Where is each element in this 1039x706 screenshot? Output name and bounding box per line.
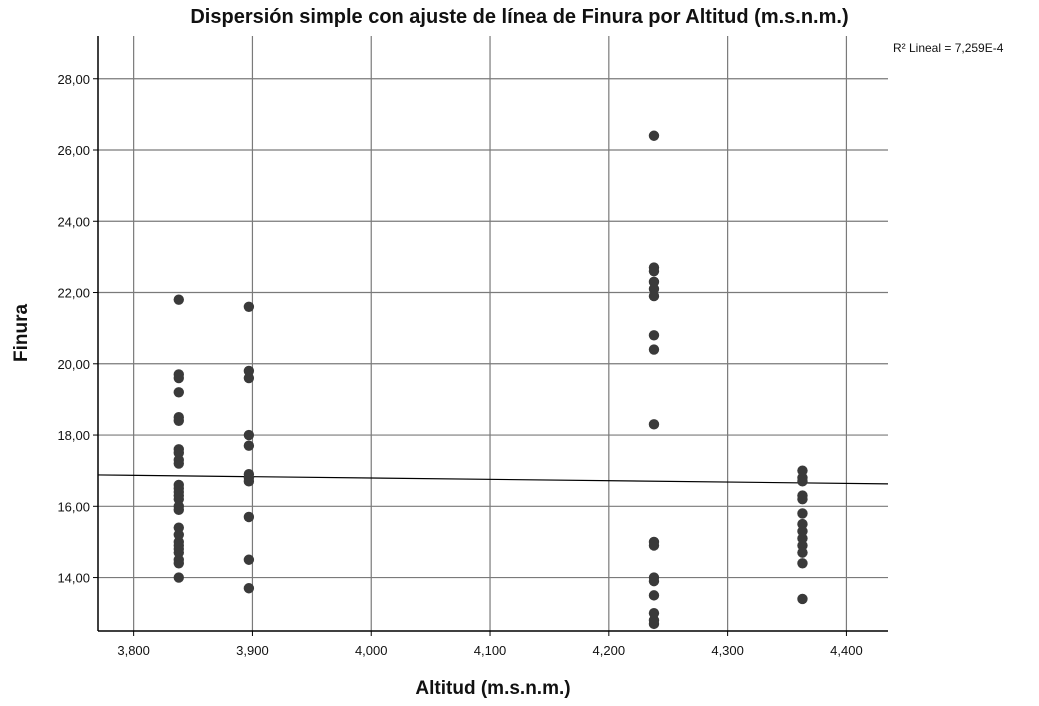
data-point <box>797 476 808 487</box>
data-point <box>173 493 184 505</box>
y-tick-label: 16,00 <box>57 499 90 514</box>
data-point <box>243 476 255 487</box>
data-point <box>243 372 255 384</box>
x-tick-label: 4,100 <box>474 643 507 658</box>
x-tick-label: 4,300 <box>711 643 744 658</box>
data-point <box>173 558 184 569</box>
x-tick-label: 4,400 <box>830 643 863 658</box>
data-point <box>648 419 660 430</box>
data-point <box>797 533 808 544</box>
data-point <box>243 583 255 594</box>
data-point <box>797 593 808 605</box>
data-point <box>648 590 660 601</box>
data-point <box>797 547 808 558</box>
y-tick-label: 18,00 <box>57 428 90 443</box>
data-point <box>648 607 660 619</box>
data-point <box>173 458 184 469</box>
data-point <box>173 547 184 558</box>
y-tick-label: 20,00 <box>57 357 90 372</box>
data-point <box>173 572 184 583</box>
data-point <box>243 301 255 312</box>
data-point <box>797 518 808 530</box>
chart-title: Dispersión simple con ajuste de línea de… <box>190 6 849 28</box>
data-point <box>173 529 184 541</box>
y-tick-label: 26,00 <box>57 143 90 158</box>
data-point <box>173 522 184 533</box>
data-point <box>173 372 184 384</box>
data-point <box>797 558 808 569</box>
data-point <box>648 344 660 355</box>
data-point <box>648 130 660 141</box>
data-point <box>243 365 255 377</box>
r2-annotation: R² Lineal = 7,259E-4 <box>893 41 1004 55</box>
y-tick-label: 24,00 <box>57 214 90 229</box>
data-point <box>173 504 184 516</box>
data-point <box>173 387 184 398</box>
data-point <box>797 540 808 551</box>
data-point <box>243 440 255 451</box>
data-point <box>797 465 808 476</box>
data-point <box>648 575 660 587</box>
y-tick-label: 28,00 <box>57 72 90 87</box>
fit-line <box>97 474 889 485</box>
x-tick-label: 3,900 <box>236 643 269 658</box>
data-point <box>797 508 808 519</box>
data-point <box>648 290 660 302</box>
y-tick-label: 22,00 <box>57 286 90 301</box>
data-point <box>173 447 184 459</box>
x-tick-label: 4,000 <box>355 643 388 658</box>
x-axis-label: Altitud (m.s.n.m.) <box>415 678 571 699</box>
data-point <box>797 493 808 505</box>
data-point <box>648 276 660 288</box>
y-tick-label: 14,00 <box>57 571 90 586</box>
data-point <box>648 330 660 341</box>
x-tick-label: 4,200 <box>593 643 626 658</box>
data-point <box>648 618 660 630</box>
data-point <box>173 294 184 305</box>
data-point <box>648 540 660 551</box>
data-point <box>243 429 255 441</box>
data-point <box>173 415 184 426</box>
data-point <box>243 511 255 523</box>
data-point <box>648 265 660 277</box>
data-point <box>243 554 255 565</box>
x-tick-label: 3,800 <box>117 643 150 658</box>
data-point <box>797 526 808 537</box>
data-point <box>648 283 660 295</box>
